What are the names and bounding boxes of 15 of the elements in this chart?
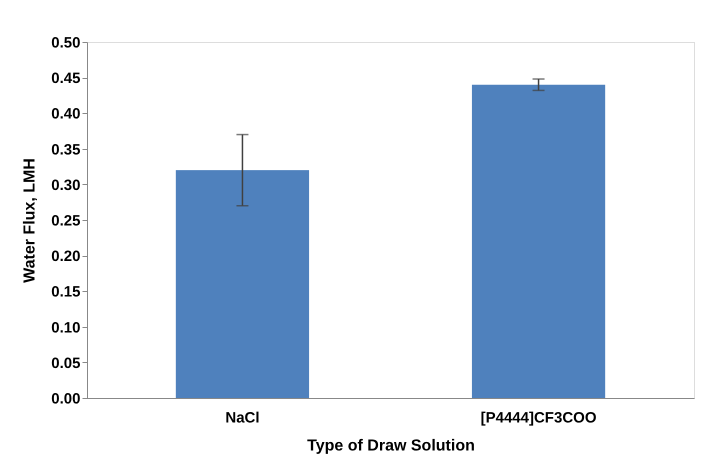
y-axis-title: Water Flux, LMH xyxy=(21,158,38,283)
y-tick-label: 0.15 xyxy=(51,284,80,301)
y-tick-label: 0.35 xyxy=(51,141,80,158)
y-tick-label: 0.20 xyxy=(51,248,80,266)
y-tick-label: 0.10 xyxy=(51,319,80,336)
y-tick-label: 0.25 xyxy=(51,212,80,230)
x-tick-label: [P4444]CF3COO xyxy=(480,410,597,426)
y-tick-label: 0.45 xyxy=(51,70,80,88)
y-tick-label: 0.50 xyxy=(51,34,80,52)
y-tick-label: 0.30 xyxy=(51,176,80,194)
y-tick-label: 0.00 xyxy=(51,390,80,408)
x-tick-label: NaCl xyxy=(225,410,260,426)
y-tick-label: 0.40 xyxy=(51,106,80,123)
x-axis-title: Type of Draw Solution xyxy=(307,438,475,454)
y-tick-label: 0.05 xyxy=(51,354,80,372)
